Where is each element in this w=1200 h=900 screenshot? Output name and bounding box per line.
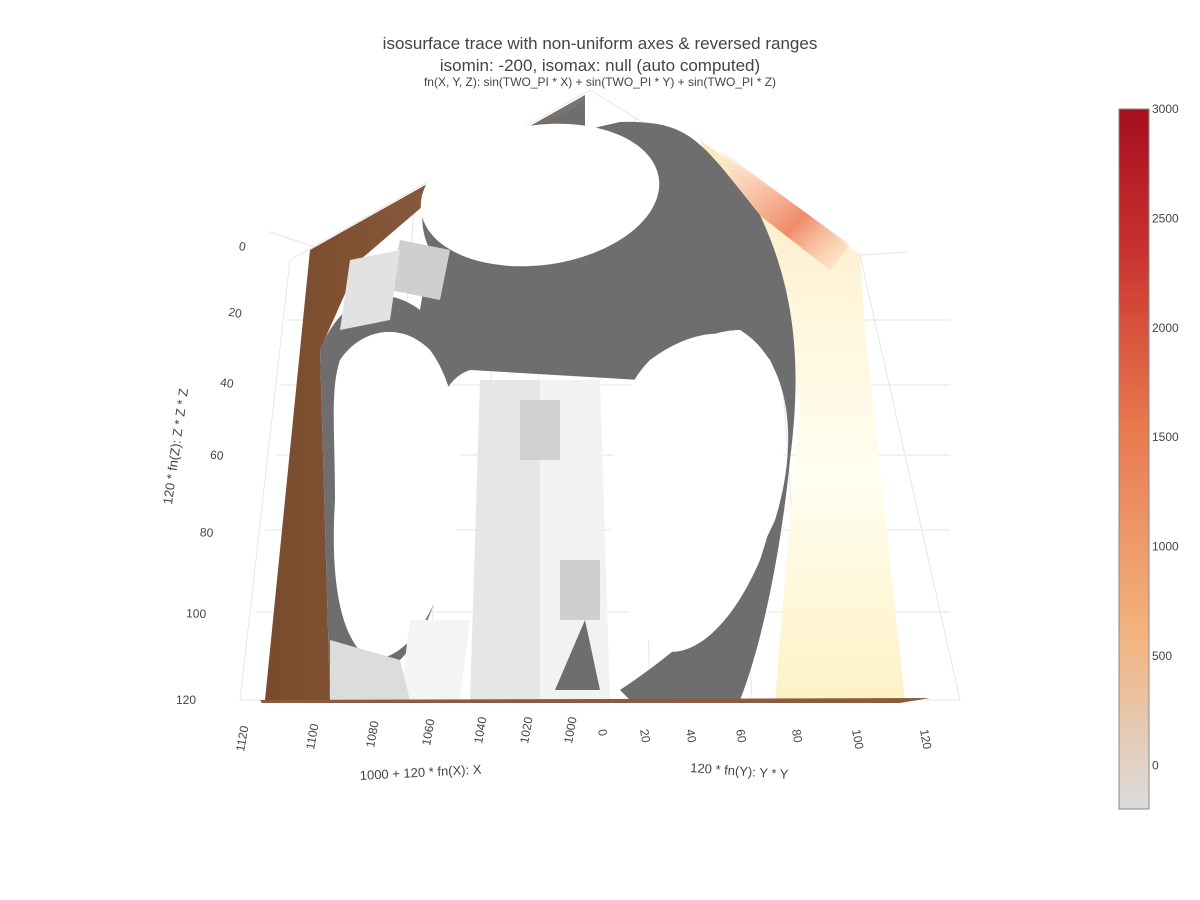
colorbar: 3000 2500 2000 1500 1000 500 0 [1118, 102, 1179, 810]
y-tick-label: 40 [683, 728, 699, 744]
y-tick-label: 20 [637, 728, 653, 744]
colorbar-tick-label: 1000 [1152, 540, 1179, 554]
y-axis: 0 20 40 60 80 100 120 120 * fn(Y): Y * Y [595, 728, 934, 782]
colorbar-tick-label: 3000 [1152, 102, 1179, 116]
z-tick-label: 20 [227, 305, 243, 321]
y-tick-label: 60 [733, 728, 749, 744]
x-tick-label: 1040 [471, 715, 489, 744]
z-axis-title: 120 * fn(Z): Z * Z * Z [160, 387, 191, 505]
chart-title: isosurface trace with non-uniform axes &… [382, 34, 818, 53]
y-tick-label: 120 [917, 728, 934, 750]
y-axis-title: 120 * fn(Y): Y * Y [690, 760, 789, 782]
x-tick-label: 1080 [363, 719, 381, 748]
y-tick-label: 0 [595, 728, 610, 737]
z-tick-label: 100 [186, 606, 207, 621]
colorbar-tick-label: 1500 [1152, 430, 1179, 444]
y-tick-label: 80 [789, 728, 805, 744]
x-tick-label: 1020 [517, 715, 535, 744]
colorbar-tick-label: 0 [1152, 758, 1159, 772]
x-tick-label: 1100 [303, 722, 321, 750]
z-tick-label: 80 [199, 525, 214, 540]
x-tick-label: 1000 [561, 715, 579, 744]
colorbar-tick-label: 500 [1152, 649, 1172, 663]
colorbar-gradient [1118, 108, 1150, 810]
y-tick-label: 100 [849, 728, 866, 750]
z-tick-label: 40 [219, 375, 234, 391]
colorbar-tick-label: 2500 [1152, 211, 1179, 225]
colorbar-tick-label: 2000 [1152, 321, 1179, 335]
chart-formula: fn(X, Y, Z): sin(TWO_PI * X) + sin(TWO_P… [423, 75, 777, 89]
z-tick-label: 60 [209, 448, 224, 463]
x-axis: 1120 1100 1080 1060 1040 1020 1000 1000 … [233, 715, 579, 783]
x-tick-label: 1120 [233, 724, 251, 752]
z-tick-label: 0 [238, 239, 247, 254]
isosurface-body [260, 95, 930, 703]
z-tick-label: 120 [176, 693, 196, 707]
x-tick-label: 1060 [419, 717, 437, 746]
z-axis: 0 20 40 60 80 100 120 120 * fn(Z): Z * Z… [160, 239, 247, 707]
x-axis-title: 1000 + 120 * fn(X): X [359, 762, 482, 783]
chart-subtitle: isomin: -200, isomax: null (auto compute… [439, 56, 761, 75]
